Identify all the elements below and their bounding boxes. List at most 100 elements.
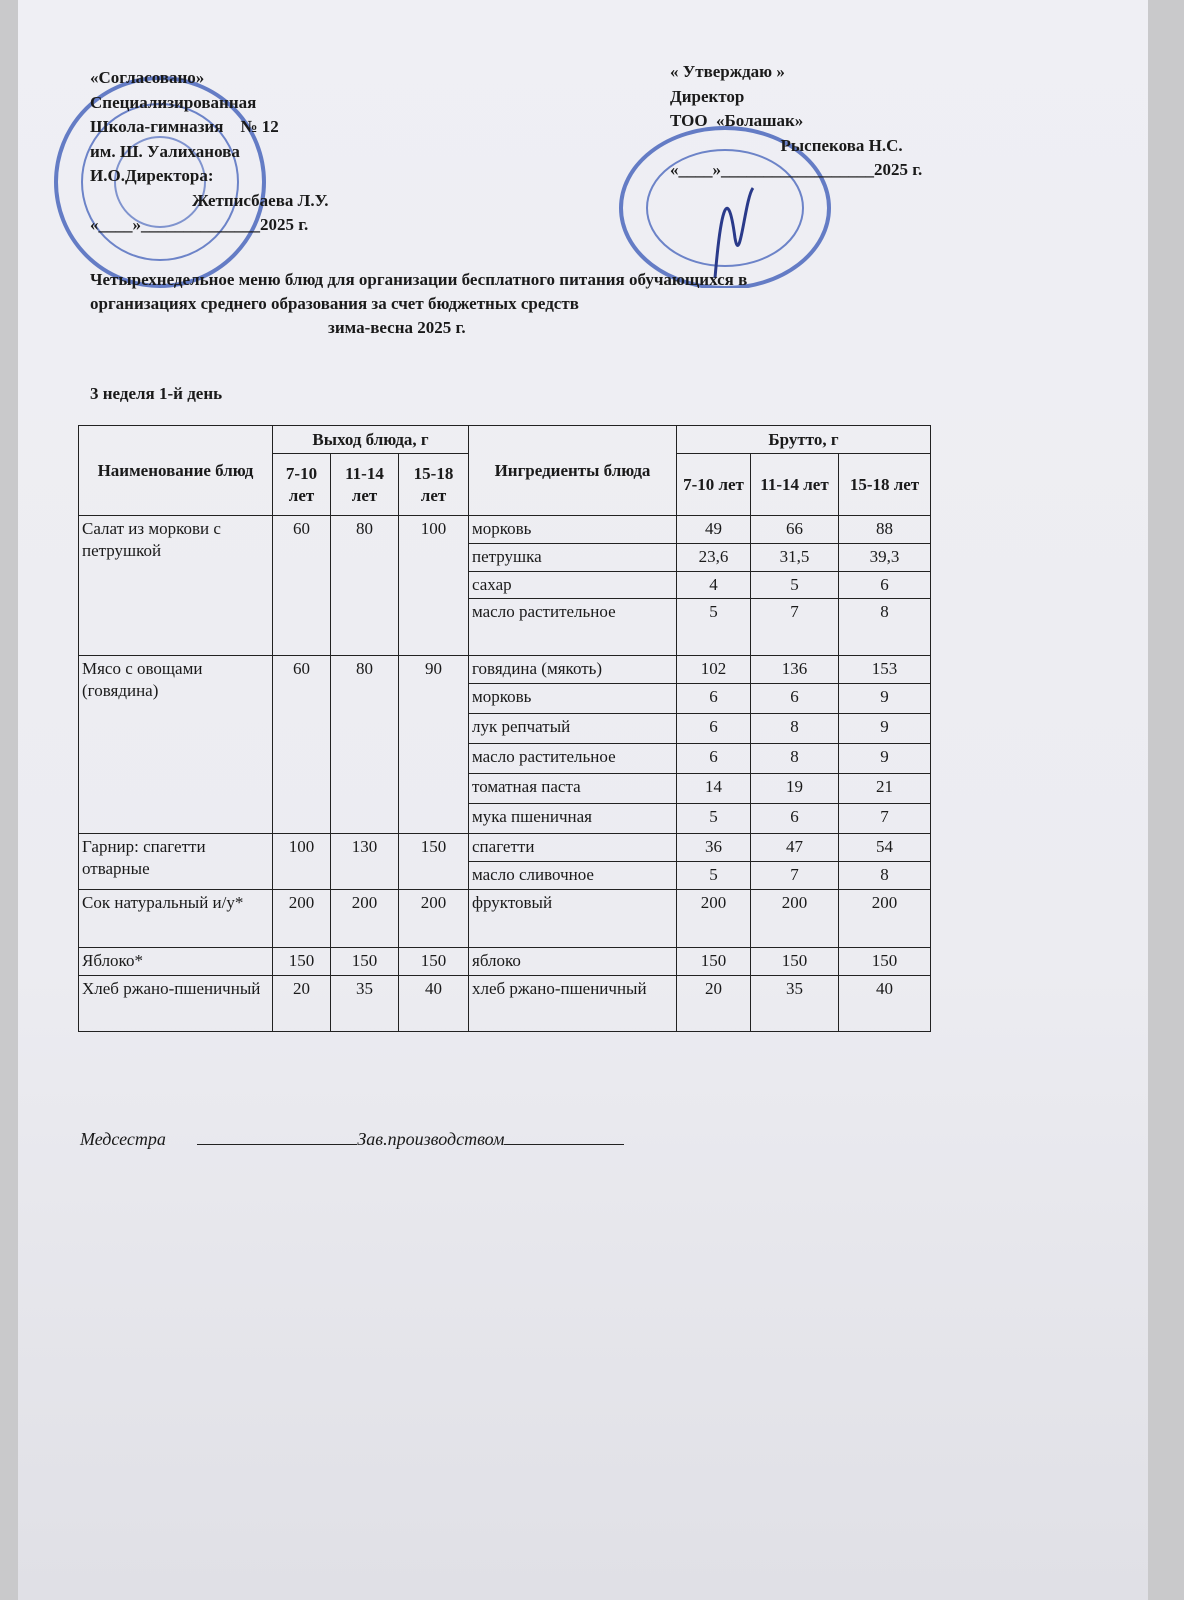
approval-line: Рыспекова Н.С. xyxy=(670,135,903,155)
ingredient-gross: 9 xyxy=(838,683,931,714)
ingredient-gross: 23,6 xyxy=(676,543,751,572)
ingredient-gross: 8 xyxy=(750,743,839,774)
ingredient-gross: 200 xyxy=(838,889,931,948)
ingredient-gross: 150 xyxy=(676,947,751,976)
dish-yield: 200 xyxy=(330,889,399,948)
ingredient-gross: 9 xyxy=(838,743,931,774)
ingredient-name: томатная паста xyxy=(468,773,677,804)
dish-yield: 80 xyxy=(330,515,399,656)
dish-name: Хлеб ржано-пшеничный xyxy=(78,975,273,1032)
age-header: 15-18 лет xyxy=(398,453,469,516)
ingredient-gross: 20 xyxy=(676,975,751,1032)
dish-yield: 100 xyxy=(398,515,469,656)
dish-yield: 100 xyxy=(272,833,331,890)
approval-line: Школа-гимназия № 12 xyxy=(90,117,279,136)
dish-yield: 60 xyxy=(272,515,331,656)
dish-name: Яблоко* xyxy=(78,947,273,976)
dish-name: Мясо с овощами (говядина) xyxy=(78,655,273,834)
ingredient-gross: 39,3 xyxy=(838,543,931,572)
age-header: 7-10 лет xyxy=(272,453,331,516)
ingredient-name: говядина (мякоть) xyxy=(468,655,677,684)
ingredient-gross: 6 xyxy=(838,571,931,599)
ingredient-gross: 7 xyxy=(750,861,839,890)
dish-yield: 150 xyxy=(330,947,399,976)
ingredient-gross: 6 xyxy=(750,683,839,714)
ingredient-name: яблоко xyxy=(468,947,677,976)
ingredient-gross: 8 xyxy=(838,861,931,890)
header-cell: Выход блюда, г xyxy=(272,425,469,454)
ingredient-name: мука пшеничная xyxy=(468,803,677,834)
ingredient-name: сахар xyxy=(468,571,677,599)
approval-right: « Утверждаю » Директор ТОО «Болашак» Рыспе… xyxy=(670,60,922,183)
header-cell: Ингредиенты блюда xyxy=(468,425,677,516)
table-row: Сок натуральный и/у* 200 200 200 фруктовый 20… xyxy=(78,889,931,948)
ingredient-gross: 6 xyxy=(676,743,751,774)
signature-line xyxy=(504,1126,625,1145)
ingredient-gross: 47 xyxy=(750,833,839,862)
ingredient-gross: 19 xyxy=(750,773,839,804)
dish-yield: 150 xyxy=(398,833,469,890)
dish-yield: 200 xyxy=(272,889,331,948)
ingredient-gross: 8 xyxy=(838,598,931,656)
approval-line: Директор xyxy=(670,86,745,106)
menu-table: Наименование блюд Выход блюда, г Ингреди… xyxy=(78,425,931,1032)
dish-yield: 20 xyxy=(272,975,331,1032)
ingredient-name: лук репчатый xyxy=(468,713,677,744)
dish-yield: 200 xyxy=(398,889,469,948)
ingredient-gross: 5 xyxy=(750,571,839,599)
dish-yield: 40 xyxy=(398,975,469,1032)
ingredient-name: масло растительное xyxy=(468,598,677,656)
table-row: масло растительное 5 7 8 xyxy=(79,598,931,656)
table-row: масло растительное 6 8 9 xyxy=(79,743,931,774)
table-row: масло сливочное 5 7 8 xyxy=(79,861,931,890)
approval-line: Жетписбаева Л.У. xyxy=(90,190,329,210)
dish-yield: 150 xyxy=(272,947,331,976)
table-row: Мясо с овощами (говядина) 60 80 90 говядина … xyxy=(78,655,931,834)
age-header: 11-14 лет xyxy=(330,453,399,516)
signature-label: Зав.производством xyxy=(357,1129,505,1149)
ingredient-gross: 88 xyxy=(838,515,931,544)
ingredient-gross: 36 xyxy=(676,833,751,862)
day-label: 3 неделя 1-й день xyxy=(90,384,223,403)
signature-label: Медсестра xyxy=(80,1129,166,1149)
ingredient-gross: 9 xyxy=(838,713,931,744)
header-cell: Брутто, г xyxy=(676,425,931,454)
title-season: зима-весна 2025 г. xyxy=(328,318,466,337)
ingredient-name: петрушка xyxy=(468,543,677,572)
title-line: Четырехнедельное меню блюд для организац… xyxy=(90,270,748,289)
ingredient-gross: 153 xyxy=(838,655,931,684)
ingredient-gross: 200 xyxy=(676,889,751,948)
approval-line: «____»__________________2025 г. xyxy=(670,160,923,179)
stamp-right xyxy=(619,126,831,288)
title-line: организациях среднего образования за сче… xyxy=(90,294,579,313)
age-header: 11-14 лет xyxy=(750,453,839,516)
stamp-left xyxy=(54,76,266,288)
dish-yield: 35 xyxy=(330,975,399,1032)
dish-yield: 90 xyxy=(398,655,469,834)
approval-line: «Согласовано» xyxy=(90,68,205,87)
dish-name: Салат из моркови с петрушкой xyxy=(78,515,273,656)
ingredient-gross: 40 xyxy=(838,975,931,1032)
ingredient-gross: 7 xyxy=(750,598,839,656)
ingredient-name: масло растительное xyxy=(468,743,677,774)
table-row: лук репчатый 6 8 9 xyxy=(79,713,931,744)
ingredient-name: фруктовый xyxy=(468,889,677,948)
approval-left: «Согласовано» Специализированная Школа-гим… xyxy=(90,66,329,238)
ingredient-gross: 35 xyxy=(750,975,839,1032)
ingredient-gross: 4 xyxy=(676,571,751,599)
ingredient-gross: 7 xyxy=(838,803,931,834)
ingredient-gross: 5 xyxy=(676,803,751,834)
ingredient-gross: 8 xyxy=(750,713,839,744)
dish-name: Гарнир: спагетти отварные xyxy=(78,833,273,890)
ingredient-gross: 14 xyxy=(676,773,751,804)
approval-line: ТОО «Болашак» xyxy=(670,111,804,130)
signatures: Медсестра Зав.производством xyxy=(80,1126,625,1150)
dish-yield: 60 xyxy=(272,655,331,834)
ingredient-name: морковь xyxy=(468,683,677,714)
ingredient-name: масло сливочное xyxy=(468,861,677,890)
ingredient-gross: 200 xyxy=(750,889,839,948)
ingredient-name: морковь xyxy=(468,515,677,544)
dish-yield: 80 xyxy=(330,655,399,834)
table-row: морковь 6 6 9 xyxy=(79,683,931,714)
ingredient-name: спагетти xyxy=(468,833,677,862)
